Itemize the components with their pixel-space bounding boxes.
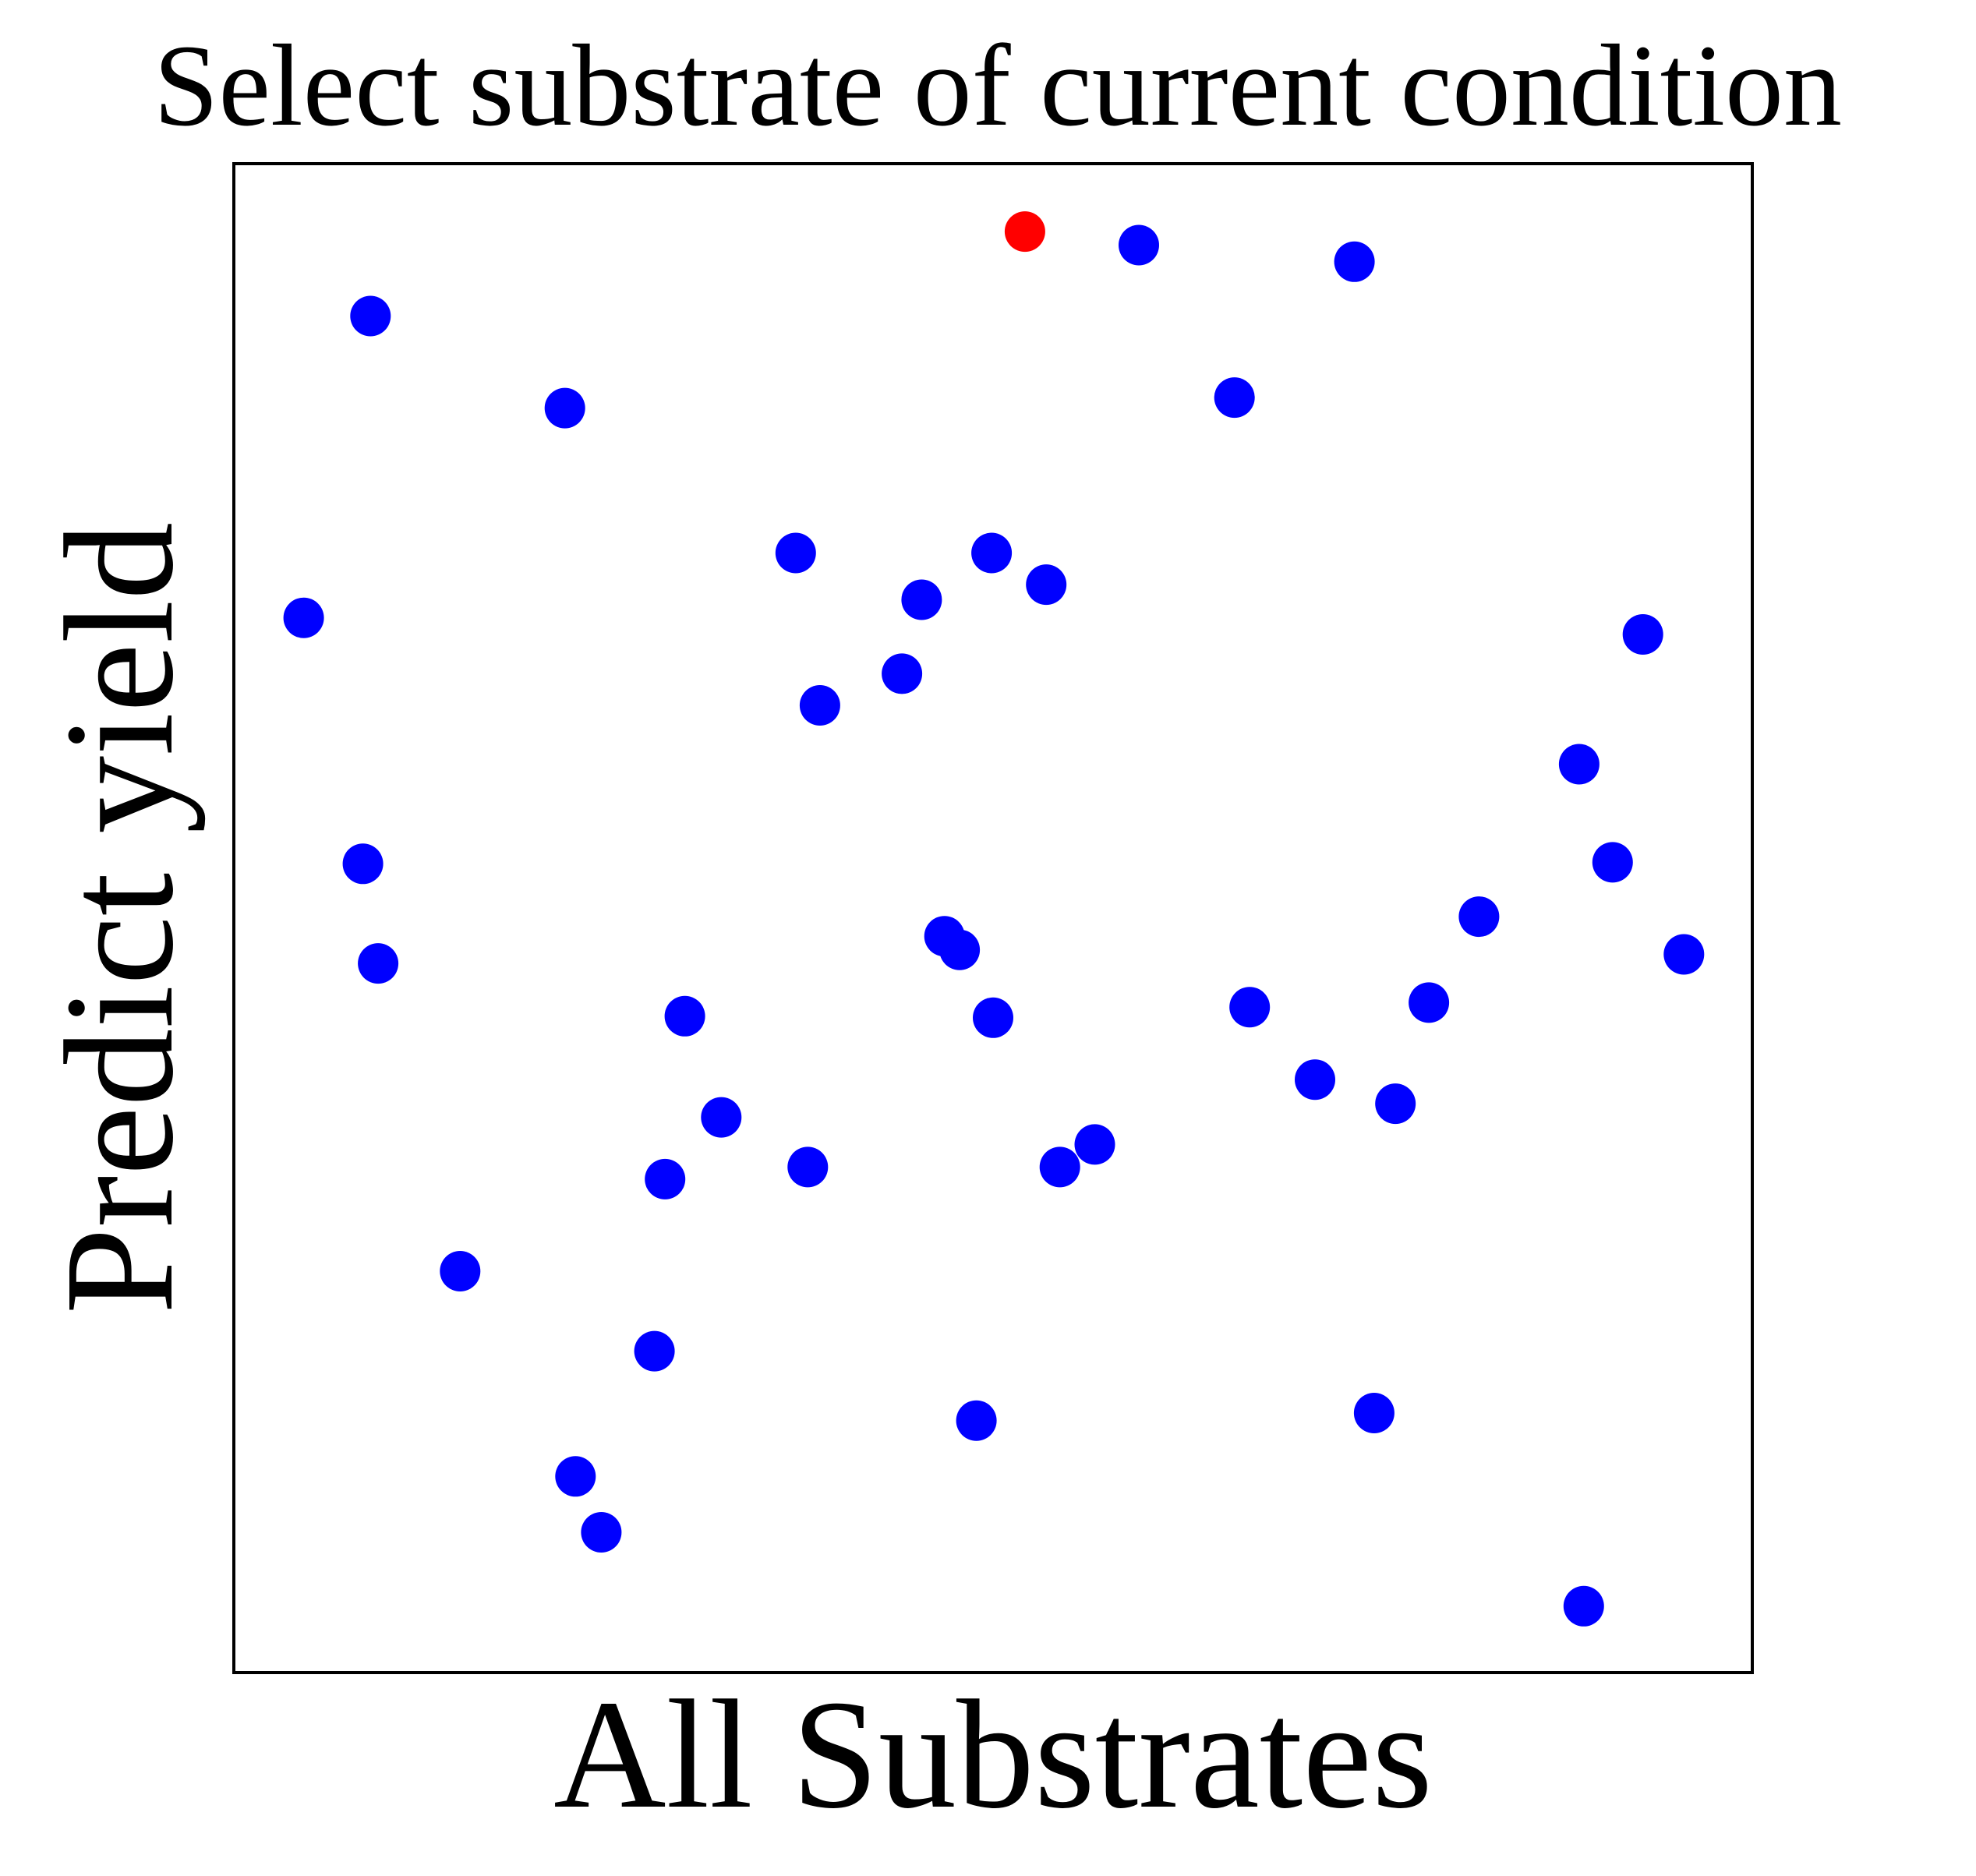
substrate-point-30	[787, 1146, 829, 1188]
substrate-point-16	[342, 843, 384, 885]
substrate-point-21	[358, 943, 399, 984]
selected-substrate-point	[1004, 211, 1045, 253]
substrate-point-11	[1622, 614, 1663, 655]
substrate-point-20	[1663, 934, 1705, 975]
substrate-point-9	[901, 579, 942, 620]
substrate-point-6	[775, 532, 816, 574]
substrate-point-31	[1039, 1146, 1080, 1188]
substrate-point-19	[939, 929, 981, 970]
substrate-point-5	[1214, 377, 1255, 419]
substrate-point-15	[1592, 842, 1633, 883]
substrate-point-13	[799, 685, 840, 726]
substrate-point-37	[555, 1456, 596, 1497]
substrate-point-28	[701, 1097, 742, 1138]
substrate-point-14	[1558, 744, 1600, 785]
x-axis-label: All Substrates	[553, 1669, 1433, 1841]
substrate-point-25	[973, 997, 1013, 1038]
substrate-point-10	[283, 597, 324, 638]
substrate-point-36	[956, 1400, 997, 1441]
substrate-point-1	[1119, 224, 1159, 266]
chart-title: Select substrate of current condition	[154, 21, 1842, 150]
plot-frame	[232, 162, 1754, 1674]
substrate-point-32	[645, 1158, 686, 1199]
substrate-point-24	[664, 995, 705, 1037]
substrate-point-2	[1334, 241, 1375, 282]
substrate-point-33	[440, 1251, 481, 1291]
substrate-point-17	[1458, 896, 1500, 938]
substrate-point-27	[1375, 1083, 1416, 1125]
substrate-point-3	[350, 295, 391, 337]
substrate-point-8	[1026, 564, 1067, 606]
substrate-point-29	[1074, 1124, 1115, 1165]
substrate-point-12	[882, 653, 923, 694]
y-axis-label: Predict yield	[34, 522, 206, 1314]
substrate-point-4	[544, 387, 585, 429]
substrate-point-39	[1563, 1585, 1604, 1627]
substrate-point-26	[1295, 1059, 1335, 1101]
points-layer	[283, 211, 1705, 1627]
substrate-point-34	[634, 1330, 675, 1372]
substrate-point-38	[581, 1512, 622, 1553]
substrate-point-35	[1353, 1393, 1395, 1433]
substrate-point-23	[1409, 982, 1450, 1023]
substrate-point-7	[971, 532, 1013, 574]
substrate-point-22	[1229, 987, 1271, 1028]
